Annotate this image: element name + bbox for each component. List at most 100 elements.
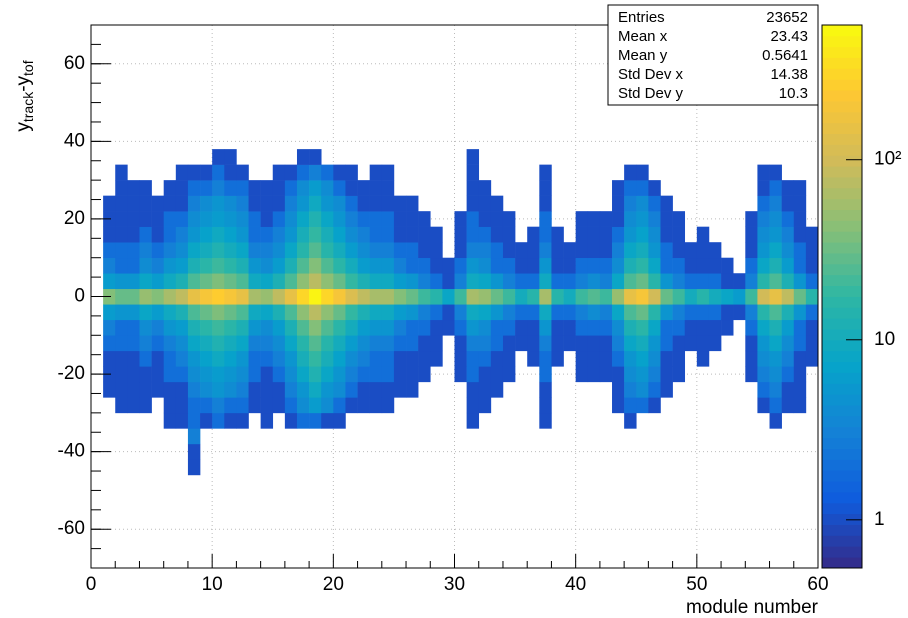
heat-cell: [660, 273, 673, 290]
heat-cell: [212, 288, 225, 305]
heat-cell: [563, 335, 576, 352]
heat-cell: [757, 335, 770, 352]
heat-cell: [793, 195, 807, 212]
heat-cell: [539, 211, 552, 227]
heat-cell: [284, 226, 298, 243]
colorbar-step: [822, 285, 862, 297]
y-axis-label: ytrack-ytof: [13, 60, 36, 131]
heat-cell: [236, 288, 249, 305]
heat-cell: [224, 288, 237, 305]
heat-cell: [478, 319, 492, 336]
heat-cell: [163, 366, 177, 383]
heat-cell: [575, 211, 589, 227]
heat-cell: [200, 304, 213, 321]
heat-cell: [369, 180, 383, 196]
heat-cell: [454, 350, 467, 367]
colorbar-step: [822, 361, 862, 373]
colorbar-step: [822, 90, 862, 102]
heat-cell: [757, 242, 770, 259]
heat-cell: [587, 288, 601, 305]
heat-cell: [769, 273, 782, 290]
colorbar-step: [822, 546, 862, 558]
heat-cell: [333, 319, 346, 336]
heat-cell: [527, 319, 540, 336]
heat-cell: [357, 273, 370, 290]
heat-cell: [406, 288, 419, 305]
colorbar-step: [822, 459, 862, 471]
heat-cell: [575, 366, 589, 383]
heat-cell: [321, 273, 334, 290]
heat-cell: [393, 273, 407, 290]
heat-cell: [527, 273, 540, 290]
heat-cell: [612, 226, 625, 243]
heat-cell: [236, 366, 249, 383]
heat-cell: [115, 180, 128, 196]
heat-cell: [224, 397, 237, 414]
y-tick-label: 20: [64, 208, 85, 229]
heat-cell: [805, 273, 819, 290]
heat-cell: [224, 381, 237, 398]
x-tick-label: 40: [565, 574, 586, 595]
heat-cell: [103, 350, 116, 367]
heat-cell: [575, 273, 589, 290]
heat-cell: [139, 195, 152, 212]
heat-cell: [636, 257, 649, 274]
heat-cell: [260, 288, 274, 305]
heat-cell: [115, 366, 128, 383]
heat-cell: [733, 288, 746, 305]
heat-cell: [781, 304, 795, 321]
heat-cell: [272, 304, 286, 321]
heat-cell: [430, 350, 443, 367]
heat-cell: [284, 397, 298, 414]
colorbar-step: [822, 502, 862, 515]
heat-cell: [454, 335, 467, 352]
heat-cell: [212, 242, 225, 259]
y-tick-label: -60: [58, 518, 85, 539]
heat-cell: [502, 366, 516, 383]
heat-cell: [284, 335, 298, 352]
heat-cell: [733, 304, 746, 321]
heat-cell: [502, 304, 516, 321]
heat-cell: [151, 381, 164, 398]
heat-cell: [224, 195, 237, 212]
heat-cell: [139, 242, 152, 259]
heat-cell: [236, 397, 249, 414]
heat-cell: [345, 366, 358, 383]
heat-cell: [260, 335, 274, 352]
heat-cell: [393, 366, 407, 383]
heat-cell: [781, 273, 795, 290]
heat-cell: [357, 381, 370, 398]
heat-cell: [684, 304, 698, 321]
heat-cell: [296, 195, 310, 212]
heat-cell: [805, 288, 819, 305]
colorbar-step: [822, 557, 862, 569]
heat-cell: [708, 319, 722, 336]
heat-cell: [309, 366, 322, 383]
heat-cell: [757, 164, 770, 181]
heat-cell: [612, 319, 625, 336]
heat-cell: [163, 288, 177, 305]
heat-cell: [745, 288, 758, 305]
colorbar-step: [822, 415, 862, 428]
heat-cell: [139, 273, 152, 290]
heat-cell: [745, 226, 758, 243]
heat-cell: [648, 304, 661, 321]
heat-cell: [321, 319, 334, 336]
heat-cell: [563, 304, 576, 321]
heat-cell: [309, 242, 322, 259]
heat-cell: [381, 335, 395, 352]
heat-cell: [296, 164, 310, 181]
heat-cell: [296, 304, 310, 321]
heat-cell: [781, 180, 795, 196]
heat-cell: [151, 366, 164, 383]
colorbar-step: [822, 307, 862, 319]
heat-cell: [648, 350, 661, 367]
colorbar-step: [822, 470, 862, 482]
heat-cell: [721, 257, 734, 274]
heat-cell: [321, 242, 334, 259]
heat-cell: [236, 335, 249, 352]
heat-cell: [163, 257, 177, 274]
heat-cell: [248, 180, 261, 196]
heat-cell: [248, 242, 261, 259]
colorbar-step: [822, 166, 862, 178]
